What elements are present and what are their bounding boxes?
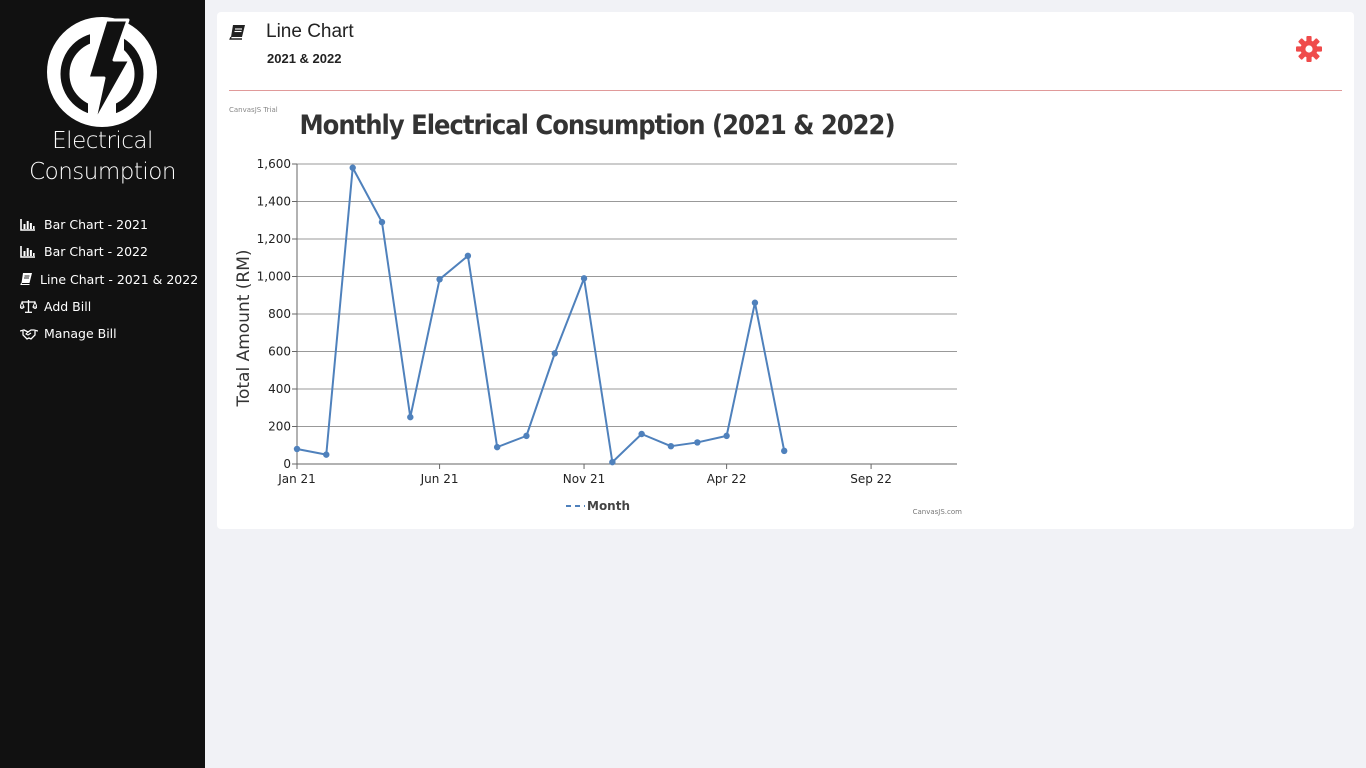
y-tick-label: 400 bbox=[268, 382, 291, 396]
data-point[interactable] bbox=[464, 252, 472, 260]
x-tick-label: Apr 22 bbox=[707, 472, 747, 486]
chart-card: Line Chart 2021 & 2022 CanvasJS Trial Mo… bbox=[217, 12, 1354, 529]
sidebar: Electrical Consumption Bar Chart - 2021 … bbox=[0, 0, 205, 768]
data-point[interactable] bbox=[723, 432, 730, 440]
chart-title: Monthly Electrical Consumption (2021 & 2… bbox=[299, 110, 894, 141]
data-point[interactable] bbox=[378, 218, 386, 226]
book-icon bbox=[20, 272, 34, 286]
book-icon bbox=[229, 24, 245, 40]
sidebar-item-bar-chart-2021[interactable]: Bar Chart - 2021 bbox=[20, 211, 198, 238]
x-tick-label: Sep 22 bbox=[850, 472, 892, 486]
header-divider bbox=[229, 90, 1342, 91]
sidebar-item-label: Add Bill bbox=[44, 299, 92, 315]
lightning-logo-icon bbox=[47, 17, 157, 127]
data-point[interactable] bbox=[436, 276, 443, 283]
y-tick-label: 800 bbox=[268, 307, 291, 321]
data-point[interactable] bbox=[751, 299, 759, 306]
brand-name: Electrical Consumption bbox=[0, 126, 205, 188]
brand-line-2: Consumption bbox=[29, 159, 176, 185]
data-point[interactable] bbox=[609, 458, 616, 466]
gear-icon[interactable] bbox=[1295, 35, 1323, 63]
sidebar-item-bar-chart-2022[interactable]: Bar Chart - 2022 bbox=[20, 238, 198, 265]
y-tick-label: 600 bbox=[268, 345, 291, 359]
y-tick-label: 1,400 bbox=[257, 195, 291, 209]
series-line bbox=[296, 166, 786, 464]
sidebar-item-manage-bill[interactable]: Manage Bill bbox=[20, 320, 198, 347]
y-tick-label: 1,200 bbox=[257, 232, 291, 246]
bar-chart-icon bbox=[20, 245, 38, 259]
data-point[interactable] bbox=[349, 164, 356, 171]
data-point[interactable] bbox=[551, 350, 558, 357]
data-point[interactable] bbox=[667, 442, 675, 450]
x-tick-label: Jan 21 bbox=[277, 472, 316, 486]
x-tick-label: Nov 21 bbox=[563, 472, 606, 486]
y-tick-label: 200 bbox=[268, 420, 291, 434]
y-tick-label: 0 bbox=[283, 457, 291, 471]
legend-label: Month bbox=[587, 499, 630, 513]
data-point[interactable] bbox=[293, 445, 301, 453]
chart-watermark-canvasjs: CanvasJS.com bbox=[913, 508, 963, 516]
data-point[interactable] bbox=[323, 451, 330, 458]
data-point[interactable] bbox=[580, 275, 588, 282]
chart-legend[interactable]: Month bbox=[566, 499, 630, 513]
y-tick-label: 1,600 bbox=[257, 157, 291, 171]
sidebar-item-label: Line Chart - 2021 & 2022 bbox=[40, 271, 199, 287]
data-point[interactable] bbox=[407, 413, 414, 421]
sidebar-item-label: Bar Chart - 2022 bbox=[44, 244, 148, 260]
bar-chart-icon bbox=[20, 218, 38, 232]
data-point[interactable] bbox=[694, 439, 701, 446]
sidebar-item-label: Bar Chart - 2021 bbox=[44, 217, 148, 233]
x-tick-label: Jun 21 bbox=[420, 472, 459, 486]
line-chart: CanvasJS Trial Monthly Electrical Consum… bbox=[229, 106, 963, 516]
chart-watermark-trial: CanvasJS Trial bbox=[229, 106, 278, 114]
data-point[interactable] bbox=[781, 447, 788, 455]
data-point[interactable] bbox=[523, 432, 530, 440]
data-point[interactable] bbox=[493, 443, 501, 451]
page-subtitle: 2021 & 2022 bbox=[267, 51, 342, 66]
sidebar-item-line-chart[interactable]: Line Chart - 2021 & 2022 bbox=[20, 266, 198, 293]
data-point[interactable] bbox=[638, 430, 645, 438]
scale-icon bbox=[20, 300, 38, 314]
y-axis-label: Total Amount (RM) bbox=[234, 249, 254, 407]
y-tick-label: 1,000 bbox=[257, 270, 291, 284]
sidebar-item-label: Manage Bill bbox=[44, 326, 117, 342]
logo bbox=[46, 16, 158, 128]
sidebar-item-add-bill[interactable]: Add Bill bbox=[20, 293, 198, 320]
page-title: Line Chart bbox=[266, 21, 354, 42]
handshake-icon bbox=[20, 327, 38, 341]
sidebar-nav: Bar Chart - 2021 Bar Chart - 2022 Line C… bbox=[20, 211, 198, 347]
brand-line-1: Electrical bbox=[52, 128, 153, 154]
